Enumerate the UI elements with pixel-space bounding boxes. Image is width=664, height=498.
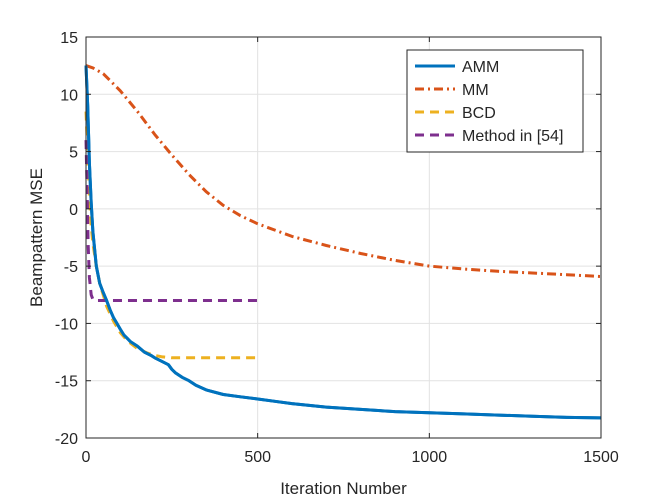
legend: AMM MM BCD Method in [54] bbox=[406, 49, 584, 153]
series-layer bbox=[84, 64, 602, 420]
y-tick-label: 0 bbox=[69, 202, 78, 219]
x-tick-label: 0 bbox=[82, 449, 91, 466]
x-tick-label: 1000 bbox=[412, 449, 448, 466]
axis-ticks: 0 500 1000 1500 -20 -15 -10 -5 0 5 10 15 bbox=[55, 30, 619, 466]
y-tick-label: 5 bbox=[69, 145, 78, 162]
y-tick-label: -20 bbox=[55, 431, 78, 448]
legend-label: MM bbox=[462, 82, 489, 99]
x-tick-label: 500 bbox=[244, 449, 271, 466]
y-tick-label: 15 bbox=[60, 30, 78, 47]
series-line bbox=[84, 140, 258, 302]
x-axis-label: Iteration Number bbox=[280, 479, 407, 498]
legend-label: Method in [54] bbox=[462, 128, 563, 145]
y-tick-label: -10 bbox=[55, 316, 78, 333]
series-line bbox=[84, 65, 602, 420]
y-tick-label: 10 bbox=[60, 87, 78, 104]
legend-label: AMM bbox=[462, 59, 499, 76]
y-tick-label: -5 bbox=[64, 259, 78, 276]
y-axis-label: Beampattern MSE bbox=[27, 168, 46, 307]
y-tick-label: -15 bbox=[55, 374, 78, 391]
plot-frame bbox=[85, 36, 602, 439]
x-tick-label: 1500 bbox=[583, 449, 619, 466]
legend-label: BCD bbox=[462, 105, 496, 122]
